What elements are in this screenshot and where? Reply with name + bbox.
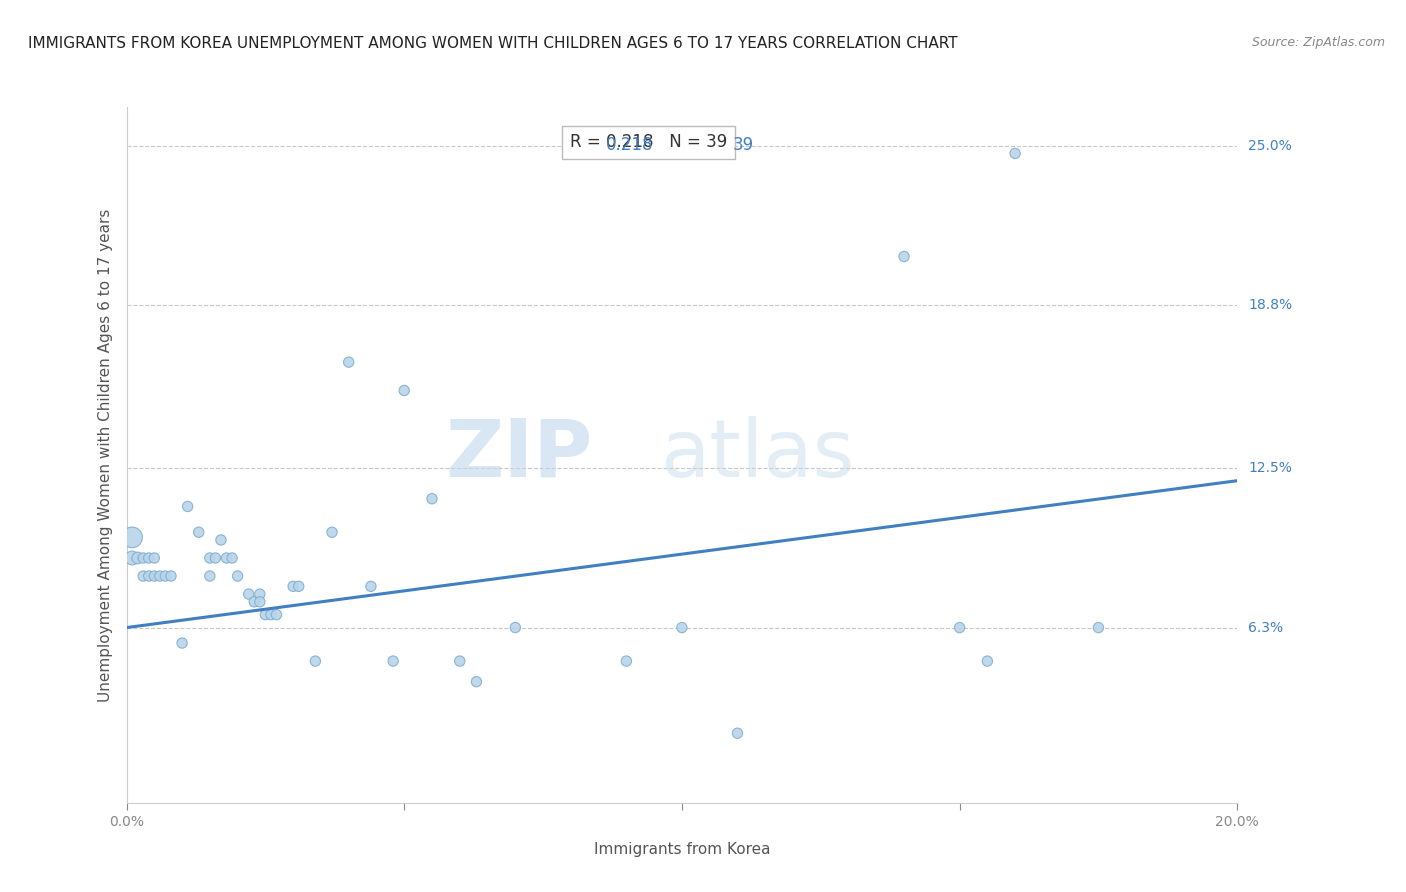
Point (1004, 146, 1026, 161)
X-axis label: Immigrants from Korea: Immigrants from Korea (593, 843, 770, 857)
Point (132, 551, 155, 566)
Point (172, 636, 194, 650)
Point (138, 551, 160, 566)
Point (948, 621, 970, 635)
Point (143, 569, 166, 583)
Point (614, 654, 637, 668)
Point (671, 621, 693, 635)
Text: 25.0%: 25.0% (1249, 138, 1292, 153)
Point (215, 551, 238, 566)
Point (360, 579, 382, 593)
Text: 6.3%: 6.3% (1249, 621, 1284, 634)
Point (132, 569, 155, 583)
Point (254, 607, 277, 622)
Text: atlas: atlas (659, 416, 853, 494)
Point (321, 525, 343, 540)
Text: 12.5%: 12.5% (1249, 461, 1292, 475)
Point (160, 569, 183, 583)
Point (187, 525, 209, 540)
Text: ZIP: ZIP (446, 416, 593, 494)
Point (304, 654, 326, 668)
Text: IMMIGRANTS FROM KOREA UNEMPLOYMENT AMONG WOMEN WITH CHILDREN AGES 6 TO 17 YEARS : IMMIGRANTS FROM KOREA UNEMPLOYMENT AMONG… (28, 36, 957, 51)
Point (337, 355, 360, 369)
Point (976, 654, 998, 668)
Text: R = 0.218   N = 39: R = 0.218 N = 39 (569, 134, 727, 152)
Point (204, 551, 226, 566)
Y-axis label: Unemployment Among Women with Children Ages 6 to 17 years: Unemployment Among Women with Children A… (97, 208, 112, 702)
Point (198, 569, 221, 583)
Point (138, 569, 160, 583)
Point (281, 579, 304, 593)
Point (503, 621, 526, 635)
Point (727, 726, 749, 740)
Point (382, 654, 405, 668)
Point (198, 551, 221, 566)
Point (249, 587, 271, 601)
Point (121, 530, 143, 544)
Text: 18.8%: 18.8% (1249, 299, 1292, 312)
Point (260, 607, 283, 622)
Point (221, 551, 243, 566)
Point (155, 569, 177, 583)
Point (127, 551, 149, 566)
Point (394, 384, 416, 398)
Point (1087, 621, 1109, 635)
Point (893, 250, 915, 264)
Point (420, 491, 443, 506)
Point (287, 579, 309, 593)
Point (238, 587, 260, 601)
Text: 39: 39 (733, 136, 754, 153)
Point (243, 595, 266, 609)
Point (209, 533, 232, 547)
Point (266, 607, 288, 622)
Point (143, 551, 166, 566)
Text: 0.218: 0.218 (606, 136, 652, 153)
Text: Source: ZipAtlas.com: Source: ZipAtlas.com (1251, 36, 1385, 49)
Point (149, 569, 172, 583)
Point (121, 551, 143, 566)
Point (226, 569, 249, 583)
Point (176, 500, 198, 514)
Point (465, 674, 488, 689)
Point (449, 654, 471, 668)
Point (249, 595, 271, 609)
